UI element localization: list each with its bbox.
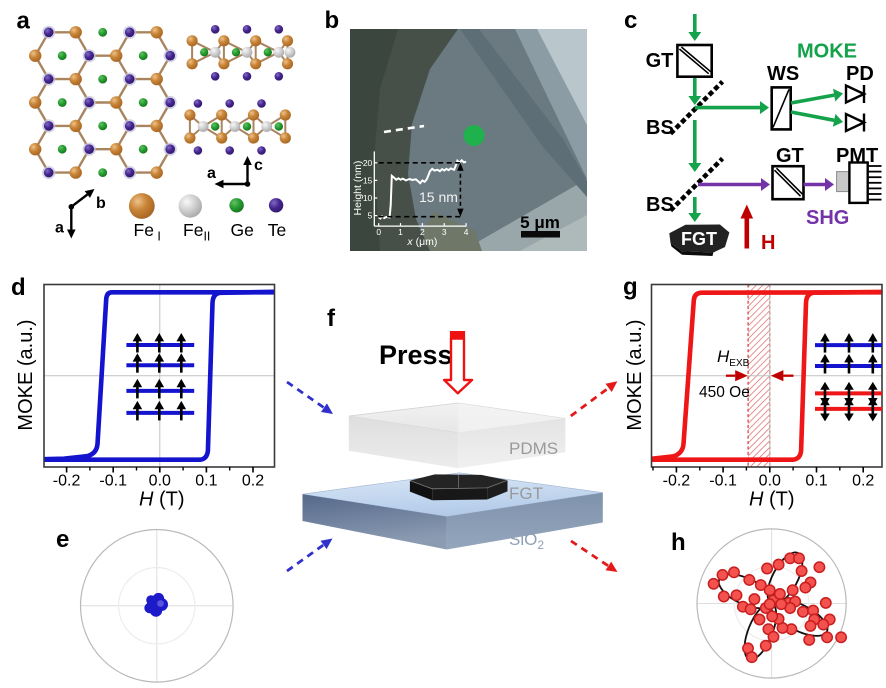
svg-text:0: 0 — [376, 227, 381, 237]
svg-text:b: b — [96, 195, 106, 212]
svg-text:BS: BS — [646, 117, 674, 139]
svg-text:GT: GT — [776, 145, 804, 167]
svg-text:H: H — [761, 232, 775, 254]
svg-text:H (T): H (T) — [139, 489, 185, 511]
svg-text:d: d — [11, 274, 26, 301]
svg-text:Press: Press — [379, 340, 453, 370]
svg-text:PMT: PMT — [836, 145, 878, 167]
svg-text:h: h — [671, 529, 686, 556]
svg-text:10: 10 — [363, 193, 373, 203]
svg-text:BS: BS — [646, 194, 674, 216]
svg-text:0.1: 0.1 — [195, 473, 217, 490]
svg-text:Te: Te — [268, 220, 286, 240]
svg-text:c: c — [624, 7, 637, 34]
svg-text:SiO2: SiO2 — [509, 530, 544, 552]
svg-text:-0.2: -0.2 — [53, 473, 81, 490]
svg-text:15: 15 — [363, 175, 373, 185]
svg-text:HEXB: HEXB — [717, 347, 750, 369]
svg-text:x (μm): x (μm) — [406, 236, 437, 248]
svg-text:a: a — [17, 8, 31, 35]
svg-text:a: a — [207, 165, 216, 182]
svg-text:0.1: 0.1 — [805, 473, 827, 490]
svg-text:Height (nm): Height (nm) — [352, 161, 364, 216]
svg-text:PDMS: PDMS — [509, 439, 558, 458]
svg-text:450 Oe: 450 Oe — [699, 384, 750, 401]
svg-text:0.0: 0.0 — [149, 473, 171, 490]
svg-text:-0.1: -0.1 — [99, 473, 127, 490]
svg-text:-0.1: -0.1 — [709, 473, 737, 490]
svg-text:FGT: FGT — [509, 484, 543, 503]
svg-text:1: 1 — [398, 227, 403, 237]
svg-text:MOKE (a.u.): MOKE (a.u.) — [624, 319, 646, 430]
svg-text:c: c — [254, 157, 263, 174]
svg-text:15 nm: 15 nm — [419, 189, 458, 205]
svg-text:5: 5 — [368, 211, 373, 221]
svg-text:4: 4 — [464, 227, 469, 237]
svg-text:a: a — [55, 220, 64, 237]
svg-text:SHG: SHG — [806, 207, 849, 229]
svg-text:PD: PD — [846, 63, 874, 85]
svg-text:e: e — [56, 526, 69, 553]
svg-text:20: 20 — [363, 158, 373, 168]
svg-text:Ge: Ge — [231, 220, 254, 240]
svg-text:f: f — [327, 305, 336, 332]
svg-text:0.2: 0.2 — [242, 473, 264, 490]
svg-text:b: b — [325, 7, 340, 34]
svg-text:H (T): H (T) — [749, 489, 795, 511]
svg-text:g: g — [623, 274, 638, 301]
svg-text:0.2: 0.2 — [852, 473, 874, 490]
svg-text:WS: WS — [767, 63, 799, 85]
svg-text:2: 2 — [420, 227, 425, 237]
svg-text:3: 3 — [442, 227, 447, 237]
svg-text:GT: GT — [646, 50, 674, 72]
svg-text:-0.2: -0.2 — [663, 473, 691, 490]
svg-text:FGT: FGT — [681, 229, 717, 249]
svg-text:0.0: 0.0 — [759, 473, 781, 490]
svg-text:MOKE (a.u.): MOKE (a.u.) — [15, 319, 37, 430]
svg-text:MOKE: MOKE — [797, 41, 857, 63]
svg-text:5 μm: 5 μm — [520, 213, 560, 232]
